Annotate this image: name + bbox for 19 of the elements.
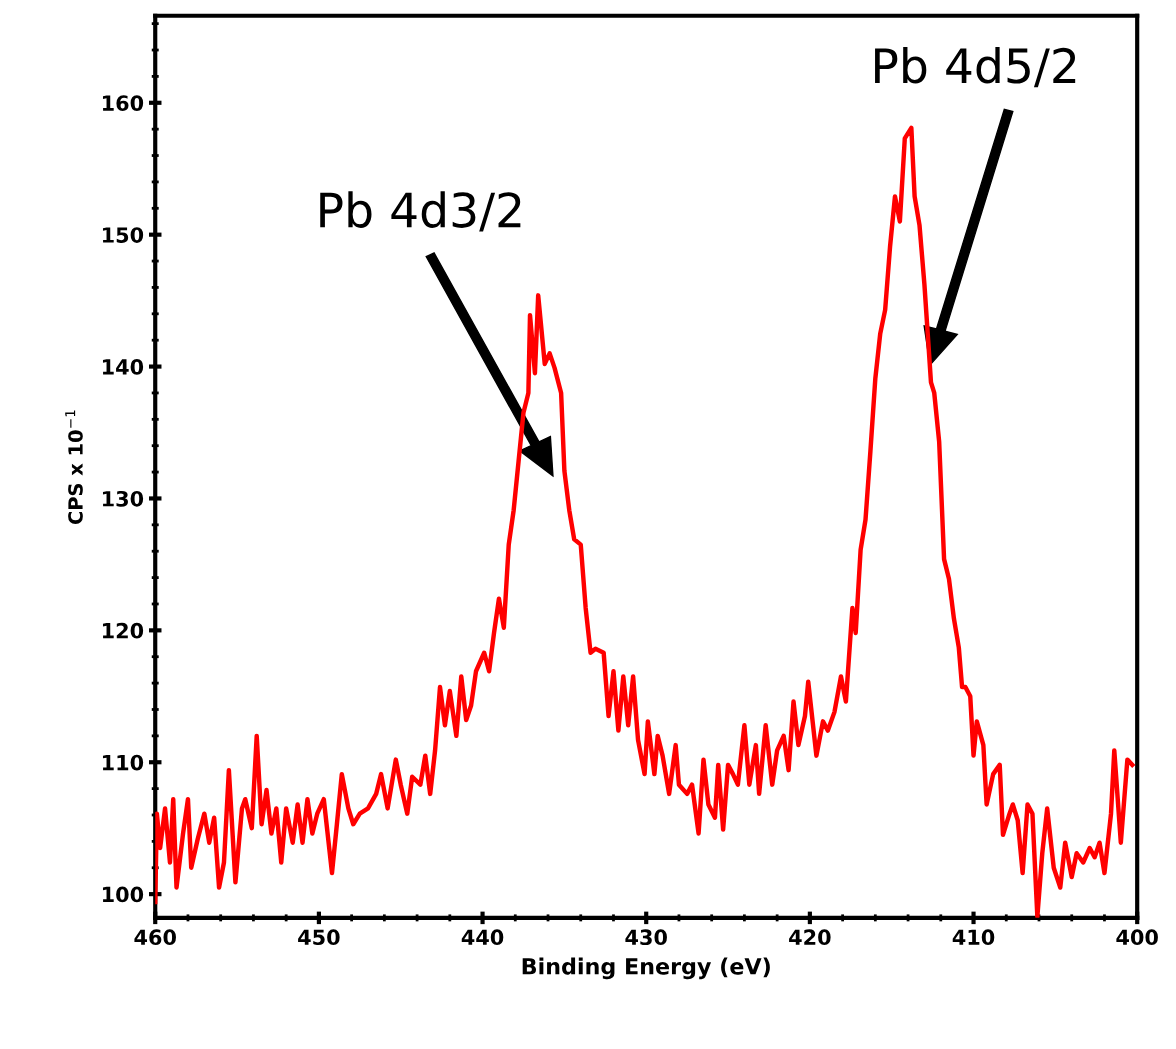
x-axis-title: Binding Energy (eV) bbox=[522, 957, 770, 980]
y-tick-label: 120 bbox=[102, 622, 144, 639]
x-tick-label: 410 bbox=[952, 929, 995, 946]
y-axis-title: CPS x 10$^{−1}$ bbox=[65, 410, 83, 525]
x-tick-label: 430 bbox=[625, 929, 667, 946]
y-tick-label: 100 bbox=[102, 886, 144, 903]
y-tick-label: 110 bbox=[102, 754, 144, 771]
x-tick-label: 440 bbox=[461, 929, 504, 946]
y-tick-label: 160 bbox=[102, 95, 144, 111]
y-tick-label: 150 bbox=[102, 227, 144, 243]
annotation: Pb 4d3/2 bbox=[320, 191, 521, 232]
x-tick-label: 460 bbox=[134, 929, 176, 946]
y-tick-label: 130 bbox=[102, 490, 144, 507]
annotation: Pb 4d5/2 bbox=[875, 47, 1076, 88]
x-tick-label: 450 bbox=[298, 929, 340, 946]
line-series bbox=[155, 125, 1135, 918]
x-tick-label: 420 bbox=[789, 929, 831, 946]
x-tick-label: 400 bbox=[1116, 929, 1158, 946]
y-tick-label: 140 bbox=[102, 359, 144, 375]
